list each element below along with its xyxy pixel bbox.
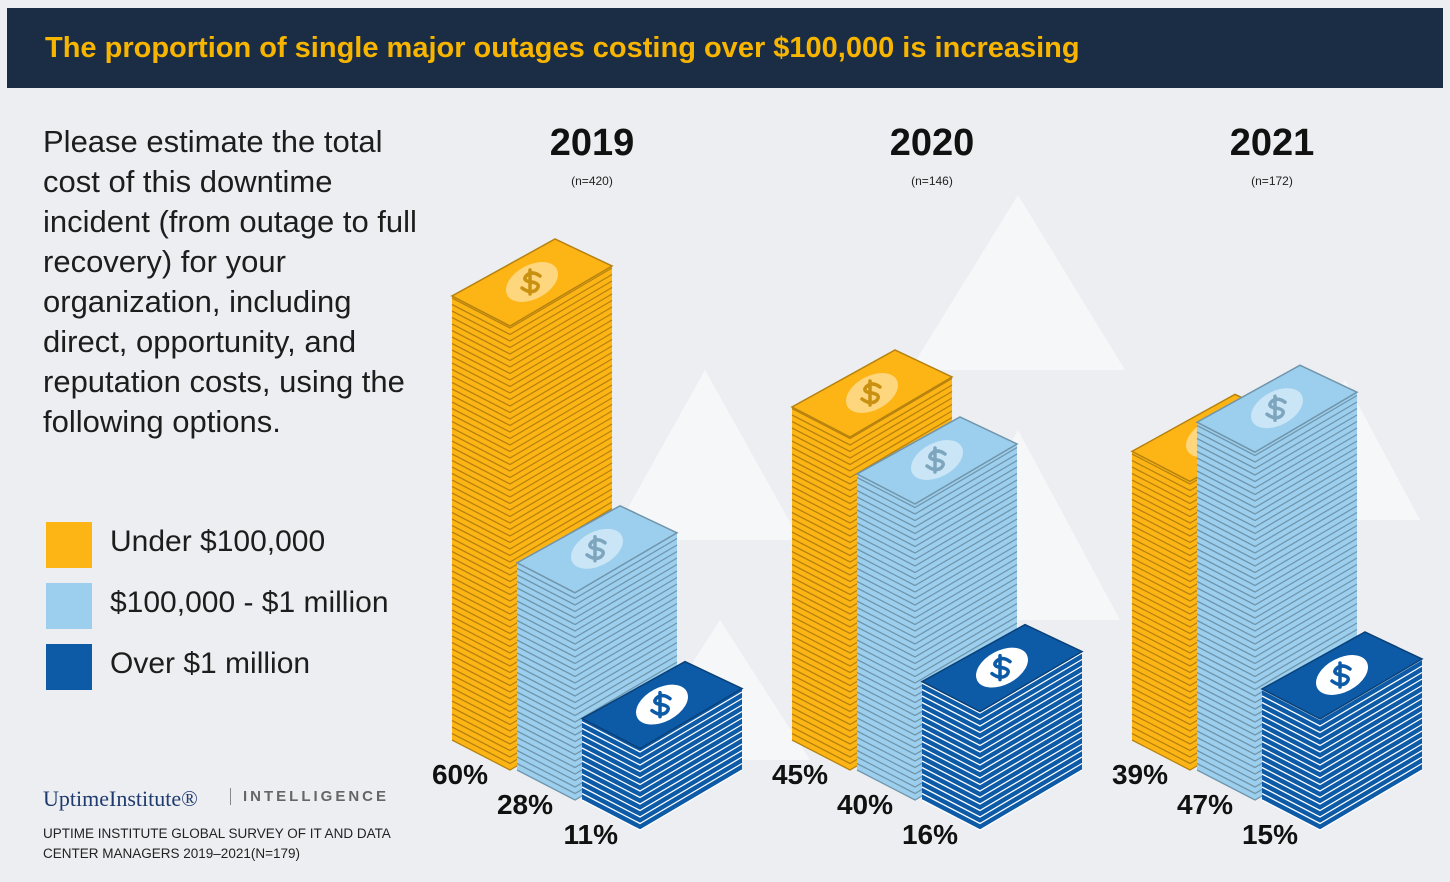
sample-size: (n=420) [571, 174, 613, 188]
value-label: 16% [902, 819, 958, 850]
dollar-icon [650, 690, 672, 719]
question: Please estimate the total cost of this d… [43, 124, 417, 439]
stack-stripes [1131, 423, 1293, 771]
stack-stripes [1196, 394, 1358, 801]
stack [920, 623, 1084, 831]
dollar-icon [585, 535, 607, 563]
dollar-icon [1330, 661, 1352, 689]
year-label: 2021 [1230, 122, 1315, 164]
value-label: 11% [564, 819, 619, 850]
dollar-icon [1265, 394, 1287, 422]
value-label: 28% [497, 789, 553, 820]
value-label: 60% [432, 759, 488, 790]
legend-label: $100,000 - $1 million [110, 586, 389, 619]
legend-label: Under $100,000 [110, 525, 326, 558]
year-label: 2020 [890, 122, 975, 164]
stack-stripes [451, 267, 613, 771]
stack [580, 660, 744, 831]
legend-swatch [46, 644, 92, 690]
sample-size: (n=146) [911, 174, 953, 188]
stack-left-face [792, 407, 850, 770]
legend-label: Over $1 million [110, 647, 311, 680]
stack-stripes [581, 691, 743, 831]
stack-stripes [921, 652, 1083, 831]
value-label: 15% [1242, 819, 1298, 850]
stack [1260, 631, 1424, 831]
stack-stripes [516, 537, 678, 801]
stack-left-face [582, 718, 640, 830]
value-label: 39% [1112, 759, 1168, 790]
dollar-icon [925, 446, 947, 474]
brand: UptimeInstitute® [43, 786, 198, 812]
brand-suffix: Institute® [109, 786, 198, 811]
dollar-icon [520, 268, 542, 296]
title: The proportion of single major outages c… [45, 32, 1080, 64]
source: UPTIME INSTITUTE GLOBAL SURVEY OF IT AND… [43, 826, 391, 861]
division: INTELLIGENCE [230, 788, 389, 805]
stack-stripes [791, 377, 953, 771]
stack-stripes [856, 446, 1018, 801]
legend-swatch [46, 583, 92, 629]
value-label: 47% [1177, 789, 1233, 820]
stack-right-face [640, 688, 742, 830]
legend-swatch [46, 522, 92, 568]
stack-right-face [1320, 659, 1422, 830]
year-label: 2019 [550, 122, 635, 164]
header: The proportion of single major outages c… [7, 8, 1443, 88]
value-label: 45% [772, 759, 828, 790]
dollar-icon [990, 653, 1012, 682]
value-label: 40% [837, 789, 893, 820]
sample-size: (n=172) [1251, 174, 1293, 188]
dollar-icon [860, 379, 882, 407]
brand-name: Uptime [43, 786, 109, 811]
stack-stripes [1261, 658, 1423, 831]
